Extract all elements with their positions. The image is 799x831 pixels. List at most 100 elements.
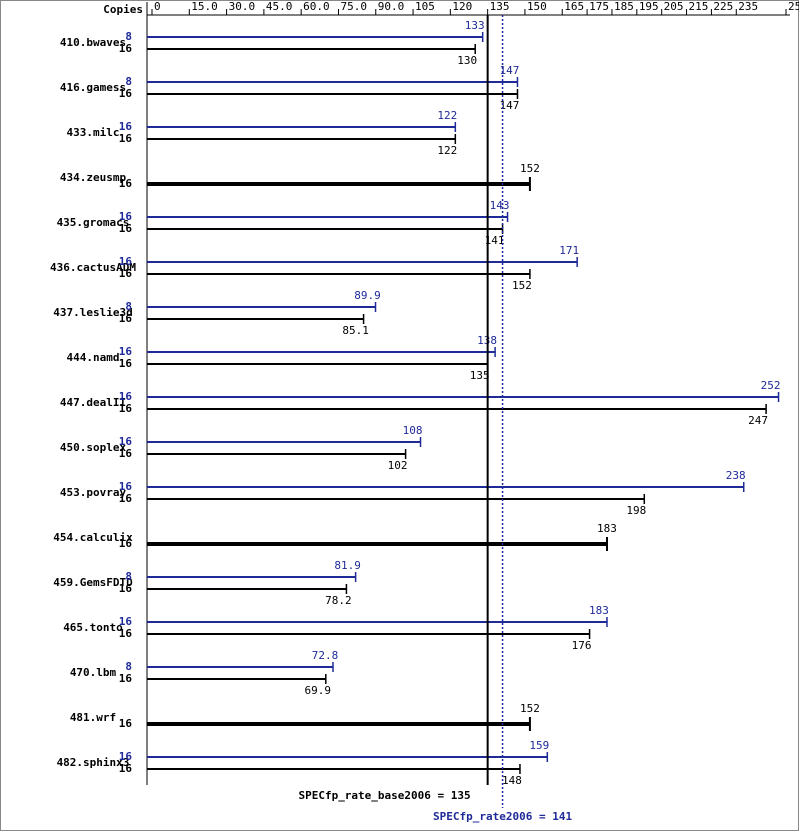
value-label: 183 (589, 604, 609, 617)
x-tick-label: 165 (564, 0, 584, 13)
x-tick-label: 75.0 (340, 0, 367, 13)
x-tick-label: 255 (788, 0, 799, 13)
copies: 16 (119, 447, 133, 460)
copies: 8 (125, 570, 132, 583)
value-label: 102 (388, 459, 408, 472)
copies: 16 (119, 42, 133, 55)
x-tick-label: 60.0 (303, 0, 330, 13)
value-label: 108 (403, 424, 423, 437)
value-label: 152 (520, 702, 540, 715)
value-label: 89.9 (354, 289, 381, 302)
x-tick-label: 150 (527, 0, 547, 13)
copies: 16 (119, 255, 133, 268)
benchmark-name: 459.GemsFDTD (53, 576, 133, 589)
copies: 16 (119, 480, 133, 493)
copies: 16 (119, 210, 133, 223)
copies-header: Copies (103, 3, 143, 16)
copies: 8 (125, 300, 132, 313)
copies: 16 (119, 672, 133, 685)
value-label: 135 (470, 369, 490, 382)
copies: 16 (119, 222, 133, 235)
benchmark-name: 444.namd (67, 351, 120, 364)
value-label: 85.1 (342, 324, 369, 337)
benchmark-name: 437.leslie3d (53, 306, 132, 319)
value-label: 72.8 (312, 649, 339, 662)
benchmark-name: 453.povray (60, 486, 127, 499)
copies: 8 (125, 30, 132, 43)
value-label: 198 (626, 504, 646, 517)
copies: 16 (119, 750, 133, 763)
value-label: 69.9 (305, 684, 332, 697)
copies: 16 (119, 177, 133, 190)
x-tick-label: 235 (738, 0, 758, 13)
copies: 16 (119, 402, 133, 415)
x-tick-label: 185 (614, 0, 634, 13)
copies: 16 (119, 345, 133, 358)
copies: 16 (119, 267, 133, 280)
value-label: 247 (748, 414, 768, 427)
value-label: 133 (465, 19, 485, 32)
value-label: 159 (529, 739, 549, 752)
benchmark-name: 481.wrf (70, 711, 116, 724)
value-label: 238 (726, 469, 746, 482)
reference-label: SPECfp_rate2006 = 141 (433, 810, 572, 823)
benchmark-name: 482.sphinx3 (57, 756, 130, 769)
value-label: 147 (500, 99, 520, 112)
value-label: 148 (502, 774, 522, 787)
copies: 16 (119, 582, 133, 595)
benchmark-name: 470.lbm (70, 666, 117, 679)
x-tick-label: 135 (490, 0, 510, 13)
value-label: 122 (437, 109, 457, 122)
x-tick-label: 0 (154, 0, 161, 13)
value-label: 152 (512, 279, 532, 292)
x-tick-label: 225 (713, 0, 733, 13)
value-label: 122 (437, 144, 457, 157)
benchmark-name: 435.gromacs (57, 216, 130, 229)
reference-label: SPECfp_rate_base2006 = 135 (298, 789, 470, 802)
benchmark-name: 410.bwaves (60, 36, 126, 49)
benchmark-name: 416.gamess (60, 81, 126, 94)
x-tick-label: 30.0 (229, 0, 256, 13)
copies: 16 (119, 120, 133, 133)
value-label: 171 (559, 244, 579, 257)
copies: 16 (119, 357, 133, 370)
value-label: 252 (761, 379, 781, 392)
copies: 16 (119, 390, 133, 403)
value-label: 78.2 (325, 594, 352, 607)
x-tick-label: 175 (589, 0, 609, 13)
copies: 16 (119, 492, 133, 505)
value-label: 141 (485, 234, 505, 247)
benchmark-name: 465.tonto (63, 621, 123, 634)
value-label: 183 (597, 522, 617, 535)
x-tick-label: 105 (415, 0, 435, 13)
copies: 16 (119, 312, 133, 325)
benchmark-name: 433.milc (67, 126, 120, 139)
copies: 16 (119, 717, 133, 730)
benchmark-name: 447.dealII (60, 396, 126, 409)
value-label: 130 (457, 54, 477, 67)
copies: 16 (119, 627, 133, 640)
x-tick-label: 205 (664, 0, 684, 13)
benchmark-name: 450.soplex (60, 441, 127, 454)
x-tick-label: 120 (452, 0, 472, 13)
value-label: 143 (490, 199, 510, 212)
copies: 16 (119, 762, 133, 775)
copies: 16 (119, 537, 133, 550)
benchmark-name: 454.calculix (53, 531, 133, 544)
copies: 8 (125, 75, 132, 88)
copies: 16 (119, 615, 133, 628)
value-label: 147 (500, 64, 520, 77)
value-label: 152 (520, 162, 540, 175)
benchmark-name: 434.zeusmp (60, 171, 127, 184)
x-tick-label: 15.0 (191, 0, 218, 13)
copies: 16 (119, 435, 133, 448)
x-tick-label: 45.0 (266, 0, 293, 13)
value-label: 81.9 (334, 559, 361, 572)
copies: 8 (125, 660, 132, 673)
x-tick-label: 90.0 (378, 0, 405, 13)
value-label: 176 (572, 639, 592, 652)
x-tick-label: 195 (639, 0, 659, 13)
benchmark-name: 436.cactusADM (50, 261, 136, 274)
